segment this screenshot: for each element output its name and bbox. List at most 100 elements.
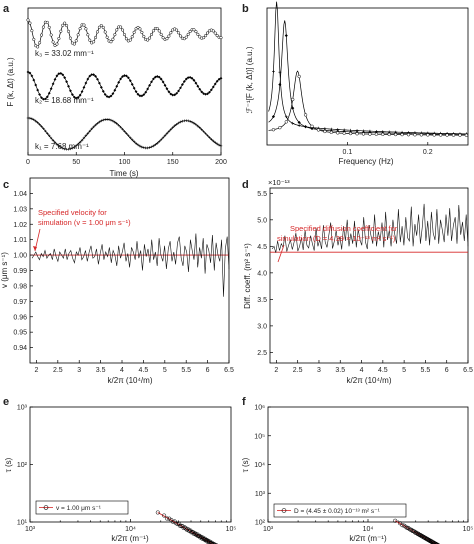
series-1-point: [171, 126, 175, 129]
series-2-point: [51, 82, 55, 86]
spectrum-2-point: [304, 125, 308, 129]
panel-e-legend: v = 1.00 μm s⁻¹: [35, 500, 129, 515]
y-tick-label: 0.94: [13, 345, 27, 352]
series-2-point: [134, 90, 138, 94]
panel-label-f: f: [242, 396, 246, 408]
series-1-point: [186, 119, 190, 123]
series-1-point: [177, 121, 180, 125]
series-2-point: [167, 90, 171, 94]
series-1-point: [150, 145, 153, 149]
series-2-point: [150, 80, 153, 84]
panel-label-c: c: [3, 179, 9, 191]
series-2-point: [45, 95, 49, 99]
series-2-point: [88, 74, 92, 78]
series-1-point: [125, 132, 128, 135]
series-1-point: [157, 140, 161, 143]
series-1-point: [90, 127, 93, 131]
y-tick-label: 10⁵: [254, 433, 265, 440]
series-3-point: [155, 27, 159, 31]
series-1-point: [57, 144, 61, 148]
series-2-point: [86, 77, 90, 81]
series-3-point: [188, 29, 192, 34]
series-2-point: [140, 94, 144, 98]
spectrum-3-point: [329, 130, 333, 135]
panel-f-x-label: k/2π (m⁻¹): [349, 534, 387, 543]
series-2-point: [211, 85, 215, 89]
series-3-point: [205, 31, 210, 35]
series-3-point: [78, 27, 82, 31]
series-2-point: [194, 81, 198, 85]
panel-b-x-label: Frequency (Hz): [338, 157, 393, 166]
series-1-point: [101, 118, 105, 122]
series-3-point: [196, 32, 200, 36]
data-point: [404, 525, 410, 530]
series-3-point: [55, 42, 59, 46]
series-1-point: [113, 120, 117, 124]
x-tick-label: 5: [163, 367, 167, 374]
spectrum-3-point: [278, 126, 282, 130]
panel-label-d: d: [242, 179, 249, 191]
series-1-point: [80, 138, 84, 142]
panel-c-plot: [30, 233, 230, 297]
x-tick-label: 3: [77, 367, 81, 374]
series-2-point: [177, 89, 180, 93]
panel-d-y-label: Diff. coeff. (m² s⁻¹): [243, 243, 252, 309]
x-tick-label: 6: [445, 367, 449, 374]
series-2-point: [72, 95, 76, 99]
series-1-point: [128, 136, 132, 140]
series-3-point: [61, 23, 65, 27]
panel-d-ticks: 2 2.5 3 3.5 4 4.5 5 5.5 6 6.5 2.5 3.0 3.5 4.0 4.5 5.0 5.…: [257, 191, 473, 374]
series-2-point: [57, 72, 61, 76]
x-tick-label: 2.5: [293, 367, 303, 374]
x-tick-label: 2.5: [53, 367, 63, 374]
series-2-point: [171, 93, 175, 97]
data-point: [434, 542, 439, 544]
y-tick-label: 5.0: [257, 217, 267, 224]
y-tick-label: 10²: [255, 520, 266, 527]
series-2-point: [188, 75, 192, 79]
series-3-point: [151, 29, 155, 33]
series-1-point: [219, 144, 223, 148]
panel-e: 10³ 10⁴ 10⁵ 10¹ 10² 10³ v = 1.00 μm s⁻¹ k/2π …: [4, 405, 236, 544]
data-point: [176, 521, 181, 526]
series-1-point: [132, 140, 136, 143]
x-tick-label: 4.5: [139, 367, 149, 374]
series-3-point: [32, 37, 36, 41]
x-tick-label: 3: [317, 367, 321, 374]
series-1-point: [88, 129, 92, 133]
spectrum-3-point: [458, 133, 462, 137]
series-1-point: [59, 145, 63, 149]
series-2-point: [103, 93, 107, 96]
series-1-point: [76, 142, 80, 146]
series-1-point: [67, 147, 70, 151]
y-tick-label: 0.99: [13, 268, 27, 275]
x-tick-label: 6.5: [224, 367, 234, 374]
series-2-point: [148, 83, 152, 87]
series-3-point: [215, 33, 219, 38]
data-point: [155, 510, 160, 515]
series-1-point: [196, 124, 200, 128]
series-2-point: [36, 88, 40, 92]
data-point: [202, 537, 207, 542]
series-2-point: [113, 88, 117, 92]
y-tick-label: 5.5: [257, 191, 267, 198]
series-2-point: [55, 74, 59, 78]
series-1-point: [165, 132, 169, 135]
data-point: [164, 516, 170, 521]
series-1-point: [74, 144, 78, 147]
series-1-point: [179, 120, 182, 124]
panel-c-x-label: k/2π (10⁴/m): [108, 376, 153, 385]
y-tick-label: 10⁴: [254, 462, 265, 469]
series-2-point: [180, 83, 184, 86]
series-2-point: [92, 73, 96, 77]
x-tick-label: 4.5: [378, 367, 388, 374]
series-2-point: [163, 83, 167, 87]
series-2-point: [136, 92, 140, 96]
series-1-point: [146, 146, 149, 150]
series-2-point: [34, 83, 38, 87]
spectrum-3-point: [432, 133, 436, 137]
series-3-point: [94, 35, 98, 40]
series-3-point: [99, 24, 103, 28]
series-3-point: [36, 45, 40, 49]
